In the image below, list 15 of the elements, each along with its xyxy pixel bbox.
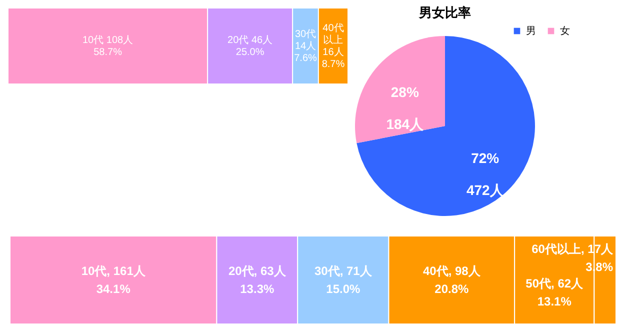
data-label: 10代, 161人 34.1% [81,264,146,296]
data-label: 28% 184人 [386,84,425,132]
pie-slice [356,36,535,216]
data-label: 40代, 98人 20.8% [422,264,482,296]
pie-slice [355,36,445,144]
data-label: 30代, 71人 15.0% [314,264,373,296]
data-label: 10代 108人 58.7% [82,35,134,58]
data-label: 50代, 62人 13.1% [526,276,584,309]
legend-label: 男 [526,26,536,37]
data-label: 30代 14人 7.6% [294,29,318,64]
legend-label: 女 [560,25,570,37]
data-label: 20代 46人 25.0% [228,35,273,58]
data-label: 40代以上 16人 8.7% [322,23,345,70]
chart-title: 男女比率 [418,5,471,20]
data-label: 20代, 63人 13.3% [228,264,287,296]
